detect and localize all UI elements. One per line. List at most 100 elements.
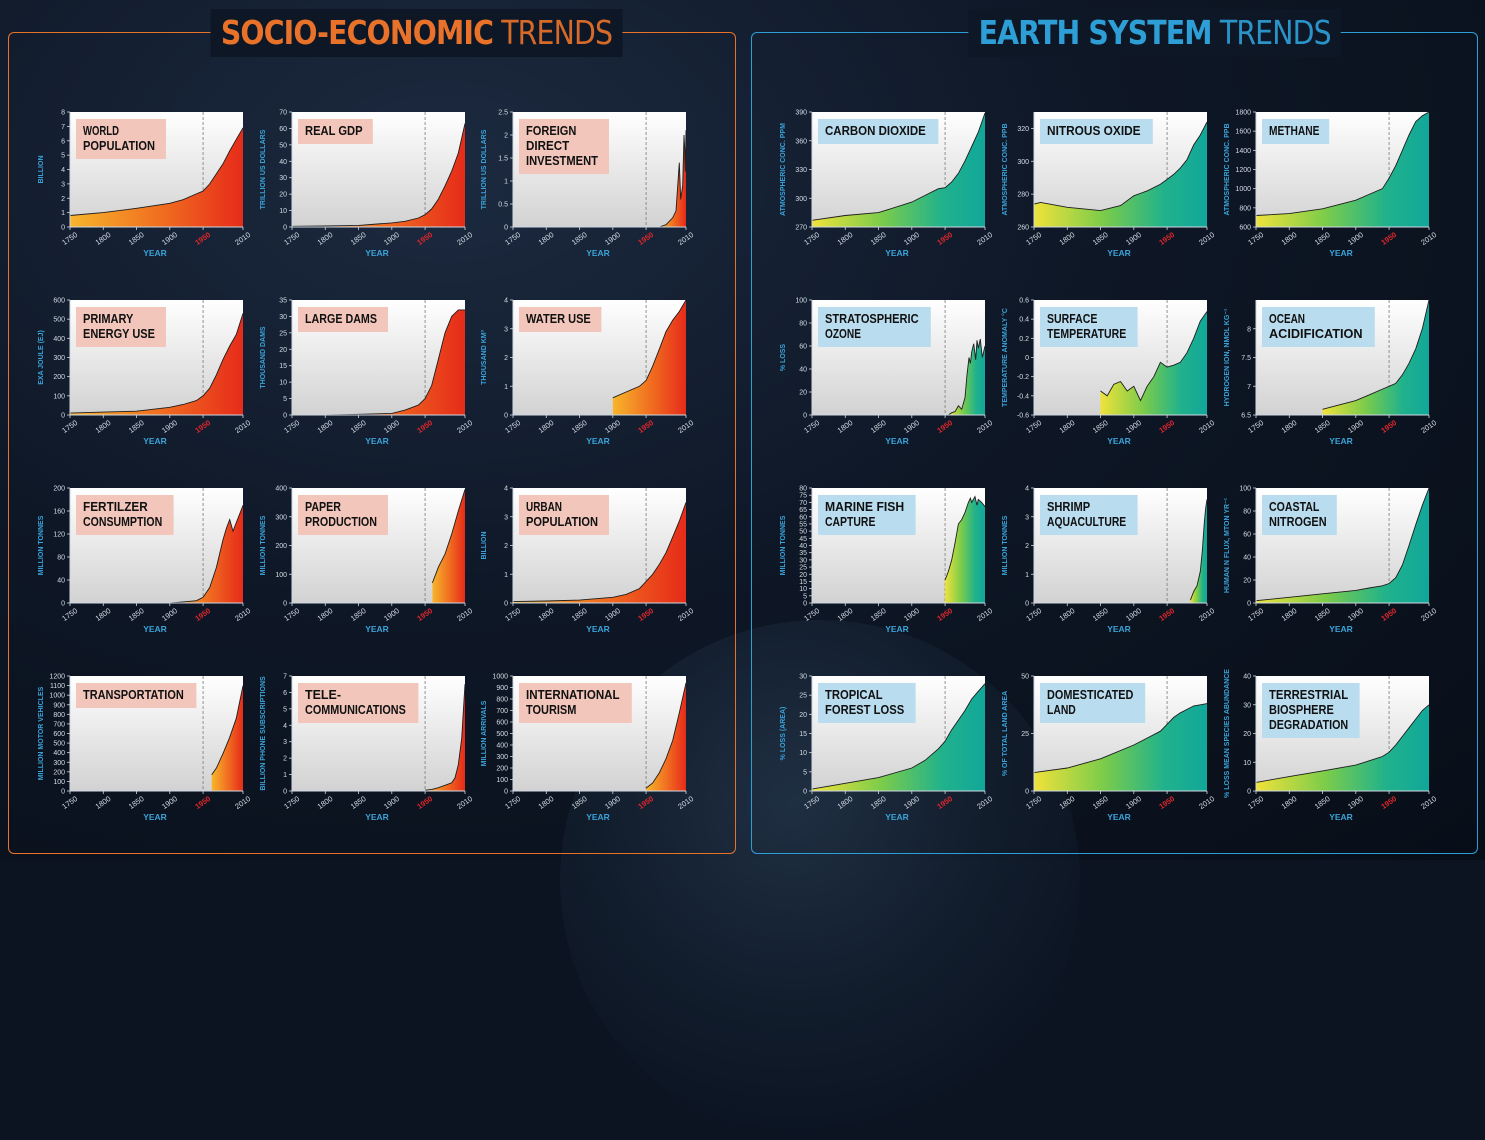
x-tick-label: 1800 [1058, 230, 1077, 247]
chart-21: 0 5 10 15 20 25 30 1750 1800 1850 1900 1950 2010 YEAR… [780, 674, 994, 823]
x-tick-label: 1850 [127, 606, 146, 623]
data-line [211, 685, 244, 775]
data-line [512, 502, 687, 603]
chart-title-line: WORLD [83, 124, 119, 138]
y-tick-label: 4 [504, 298, 508, 305]
y-tick-label: 200 [53, 769, 65, 776]
x-tick-label-highlight: 1950 [415, 794, 434, 811]
chart-2: 0 0.5 1 1.5 2 2.5 1750 1800 1850 1900 1950 2010 YEAR… [481, 110, 695, 259]
x-tick-label: 1800 [94, 418, 113, 435]
y-tick-label: 50 [279, 142, 287, 149]
chart-title-line: CAPTURE [825, 515, 875, 529]
y-tick-label: 400 [53, 750, 65, 757]
y-tick-label: 4 [504, 486, 508, 493]
y-tick-label: 15 [799, 731, 807, 738]
x-tick-label-highlight: 1950 [1157, 794, 1176, 811]
chart-14: 600 800 1000 1200 1400 1600 1800 1750 1800 1850 19… [1224, 110, 1438, 259]
x-axis-label: YEAR [1329, 624, 1353, 634]
chart-1: 0 10 20 30 40 50 60 70 1750 1800 1850 1900 1950 2010 Y… [260, 110, 474, 259]
y-tick-label: 300 [53, 760, 65, 767]
chart-22: 0 25 50 1750 1800 1850 1900 1950 2010 YEAR % OF TO… [1002, 674, 1216, 823]
x-tick-label: 1750 [1246, 230, 1265, 247]
x-tick-label: 1850 [570, 230, 589, 247]
chart-title-line: TEMPERATURE [1047, 327, 1126, 341]
y-tick-label: 7.5 [1241, 355, 1251, 362]
y-axis-label: MILLION TONNES [260, 515, 267, 575]
chart-title-box [1040, 119, 1153, 144]
y-tick-label: 3 [504, 514, 508, 521]
socio-economic-title-thin: TRENDS [501, 13, 613, 52]
y-tick-label: 25 [799, 693, 807, 700]
x-tick-label: 1900 [902, 606, 921, 623]
data-line [944, 495, 986, 581]
y-axis-label: EXA JOULE (EJ) [38, 330, 45, 385]
y-axis-label: MILLION ARRIVALS [481, 700, 488, 766]
x-tick-label: 2010 [455, 794, 474, 811]
x-tick-label: 1900 [382, 418, 401, 435]
x-tick-label: 1800 [537, 230, 556, 247]
y-tick-label: 30 [279, 314, 287, 321]
chart-title-line: URBAN [526, 500, 562, 514]
y-tick-label: 0 [1025, 789, 1029, 796]
x-axis-label: YEAR [1329, 436, 1353, 446]
x-tick-label: 2010 [1419, 794, 1438, 811]
data-line [1033, 121, 1208, 212]
data-area [1256, 488, 1429, 603]
x-tick-label: 1750 [282, 606, 301, 623]
chart-title-line: NITROUS OXIDE [1047, 124, 1141, 138]
data-line [169, 505, 244, 604]
x-tick-label-highlight: 1950 [935, 794, 954, 811]
x-tick-label-highlight: 1950 [935, 230, 954, 247]
y-tick-label: 6.5 [1241, 413, 1251, 420]
chart-title-box [818, 683, 916, 723]
y-tick-label: 0 [803, 789, 807, 796]
y-tick-label: 3 [61, 181, 65, 188]
y-tick-label: 1600 [1235, 129, 1251, 136]
x-tick-label: 1800 [316, 230, 335, 247]
x-tick-label: 1850 [869, 794, 888, 811]
x-tick-label: 1750 [282, 230, 301, 247]
y-tick-label: 7 [1247, 384, 1251, 391]
x-tick-label-highlight: 1950 [636, 794, 655, 811]
chart-title-line: TOURISM [526, 703, 576, 717]
y-tick-label: 2.5 [498, 110, 508, 117]
x-tick-label: 1800 [316, 418, 335, 435]
x-tick-label: 1800 [316, 794, 335, 811]
x-axis-label: YEAR [586, 812, 610, 822]
y-tick-label: 500 [53, 317, 65, 324]
x-tick-label: 1750 [503, 794, 522, 811]
chart-6: 0 40 80 120 160 200 1750 1800 1850 1900 1950 2010 YE… [38, 486, 252, 635]
x-tick-label: 1850 [570, 606, 589, 623]
x-tick-label: 1750 [1024, 606, 1043, 623]
data-line [811, 112, 986, 221]
x-tick-label: 1850 [1091, 418, 1110, 435]
y-axis-label: TRILLION US DOLLARS [260, 129, 267, 209]
x-axis-label: YEAR [365, 812, 389, 822]
x-tick-label: 1750 [1024, 418, 1043, 435]
x-tick-label: 1800 [537, 794, 556, 811]
y-tick-label: 1100 [50, 683, 65, 690]
x-tick-label: 2010 [975, 606, 994, 623]
y-tick-label: 200 [53, 486, 65, 493]
x-tick-label-highlight: 1950 [1379, 794, 1398, 811]
x-tick-label: 1850 [570, 418, 589, 435]
x-tick-label: 1900 [160, 418, 179, 435]
x-axis-label: YEAR [365, 248, 389, 258]
x-tick-label-highlight: 1950 [415, 230, 434, 247]
x-tick-label: 1900 [902, 418, 921, 435]
y-tick-label: 0.5 [498, 202, 508, 209]
chart-title-line: ACIDIFICATION [1269, 327, 1363, 341]
x-tick-label: 2010 [455, 230, 474, 247]
chart-title-box [76, 119, 166, 159]
socio-economic-panel: SOCIO-ECONOMIC TRENDS [8, 9, 736, 854]
y-tick-label: 0 [61, 789, 65, 796]
y-tick-label: 600 [496, 720, 508, 727]
x-tick-label: 1750 [1246, 794, 1265, 811]
y-tick-label: 270 [795, 225, 807, 232]
y-tick-label: 5 [283, 396, 287, 403]
data-line [425, 684, 466, 791]
y-tick-label: 20 [799, 712, 807, 719]
x-tick-label: 1800 [1280, 606, 1299, 623]
x-tick-label: 1850 [127, 794, 146, 811]
x-tick-label-highlight: 1950 [1157, 418, 1176, 435]
